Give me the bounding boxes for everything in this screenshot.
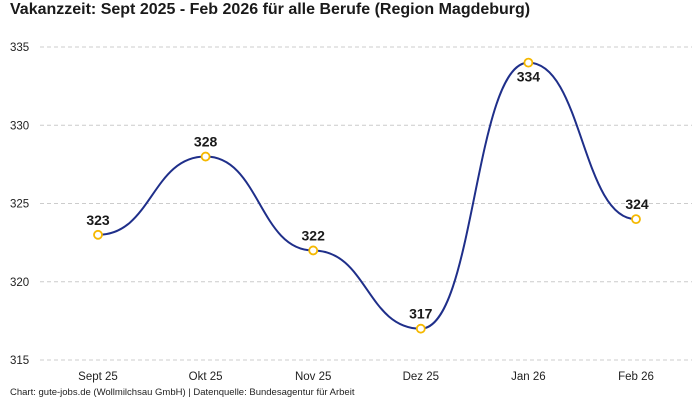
y-tick-label: 325 (10, 199, 29, 211)
x-axis-ticks: Sept 25 Okt 25 Nov 25 Dez 25 Jan 26 Feb 26 (78, 371, 654, 383)
data-label: 334 (517, 69, 541, 85)
x-tick-label: Sept 25 (78, 371, 118, 383)
y-tick-label: 330 (10, 120, 29, 132)
data-label: 324 (625, 196, 649, 212)
data-point (415, 323, 426, 334)
source-footer: Chart: gute-jobs.de (Wollmilchsau GmbH) … (10, 387, 355, 398)
chart-title: Vakanzzeit: Sept 2025 - Feb 2026 für all… (10, 1, 531, 18)
x-tick-label: Dez 25 (403, 371, 439, 383)
y-tick-label: 315 (10, 355, 29, 367)
series-line (97, 61, 637, 330)
y-axis-ticks: 315 320 325 330 335 (10, 42, 29, 367)
data-point (523, 57, 534, 68)
y-tick-label: 320 (10, 277, 29, 289)
data-label: 322 (302, 227, 326, 243)
x-tick-label: Nov 25 (295, 371, 331, 383)
data-point (93, 229, 103, 240)
data-point (200, 151, 211, 162)
data-label: 317 (409, 306, 433, 322)
x-tick-label: Okt 25 (189, 371, 223, 383)
data-labels: 323 328 322 317 334 324 (86, 69, 649, 322)
x-tick-label: Feb 26 (618, 371, 654, 383)
data-label: 328 (194, 134, 218, 150)
data-label: 323 (86, 212, 110, 228)
data-point (631, 214, 641, 225)
data-markers (93, 57, 641, 334)
gridlines (40, 46, 692, 361)
y-tick-label: 335 (10, 42, 29, 54)
x-tick-label: Jan 26 (511, 371, 546, 383)
data-point (308, 245, 319, 256)
